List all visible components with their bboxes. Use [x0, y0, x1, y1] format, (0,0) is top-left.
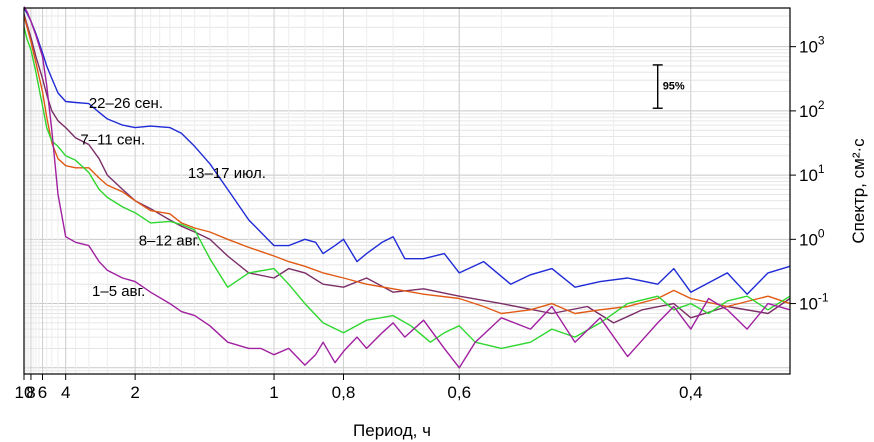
x-tick-label: 0,8: [332, 383, 356, 402]
x-axis: 108 6 4 2 1 0,8 0,6 0,4: [15, 374, 703, 402]
series-label-0: 22–26 сен.: [89, 95, 163, 112]
y-tick-label: 10-1: [799, 291, 829, 314]
y-axis-title: Спектр, см²·с: [849, 138, 868, 244]
series-layer: [23, 6, 791, 369]
series-line-1: [23, 14, 791, 324]
x-tick-label: 10: [15, 383, 34, 402]
grid: [23, 7, 790, 375]
ci-label: 95%: [663, 81, 685, 93]
x-axis-title: Период, ч: [353, 421, 431, 440]
plot-frame: [23, 7, 791, 375]
x-tick-label: 0,4: [679, 383, 703, 402]
x-tick-label: 8: [26, 383, 35, 402]
x-tick-label: 2: [130, 383, 139, 402]
series-label-1: 7–11 сен.: [80, 131, 145, 148]
x-tick-label: 4: [61, 383, 70, 402]
y-tick-label: 100: [799, 226, 825, 249]
series-labels: 22–26 сен. 7–11 сен. 13–17 июл. 8–12 авг. 1–…: [80, 95, 266, 300]
y-axis: 10-1 100 101 102 103: [790, 34, 829, 314]
series-line-0: [23, 7, 791, 295]
series-line-4: [23, 6, 791, 369]
series-label-2: 13–17 июл.: [188, 165, 266, 182]
confidence-interval: 95%: [652, 64, 685, 109]
plot-background: [24, 8, 790, 374]
series-line-2: [23, 15, 791, 315]
y-tick-label: 101: [799, 162, 825, 185]
series-line-3: [23, 27, 791, 350]
series-label-4: 1–5 авг.: [92, 283, 145, 300]
x-tick-label: 1: [269, 383, 278, 402]
x-tick-label: 0,6: [447, 383, 471, 402]
x-tick-label: 6: [38, 383, 47, 402]
y-tick-label: 102: [799, 98, 825, 121]
y-tick-label: 103: [799, 34, 825, 57]
series-label-3: 8–12 авг.: [139, 233, 201, 250]
